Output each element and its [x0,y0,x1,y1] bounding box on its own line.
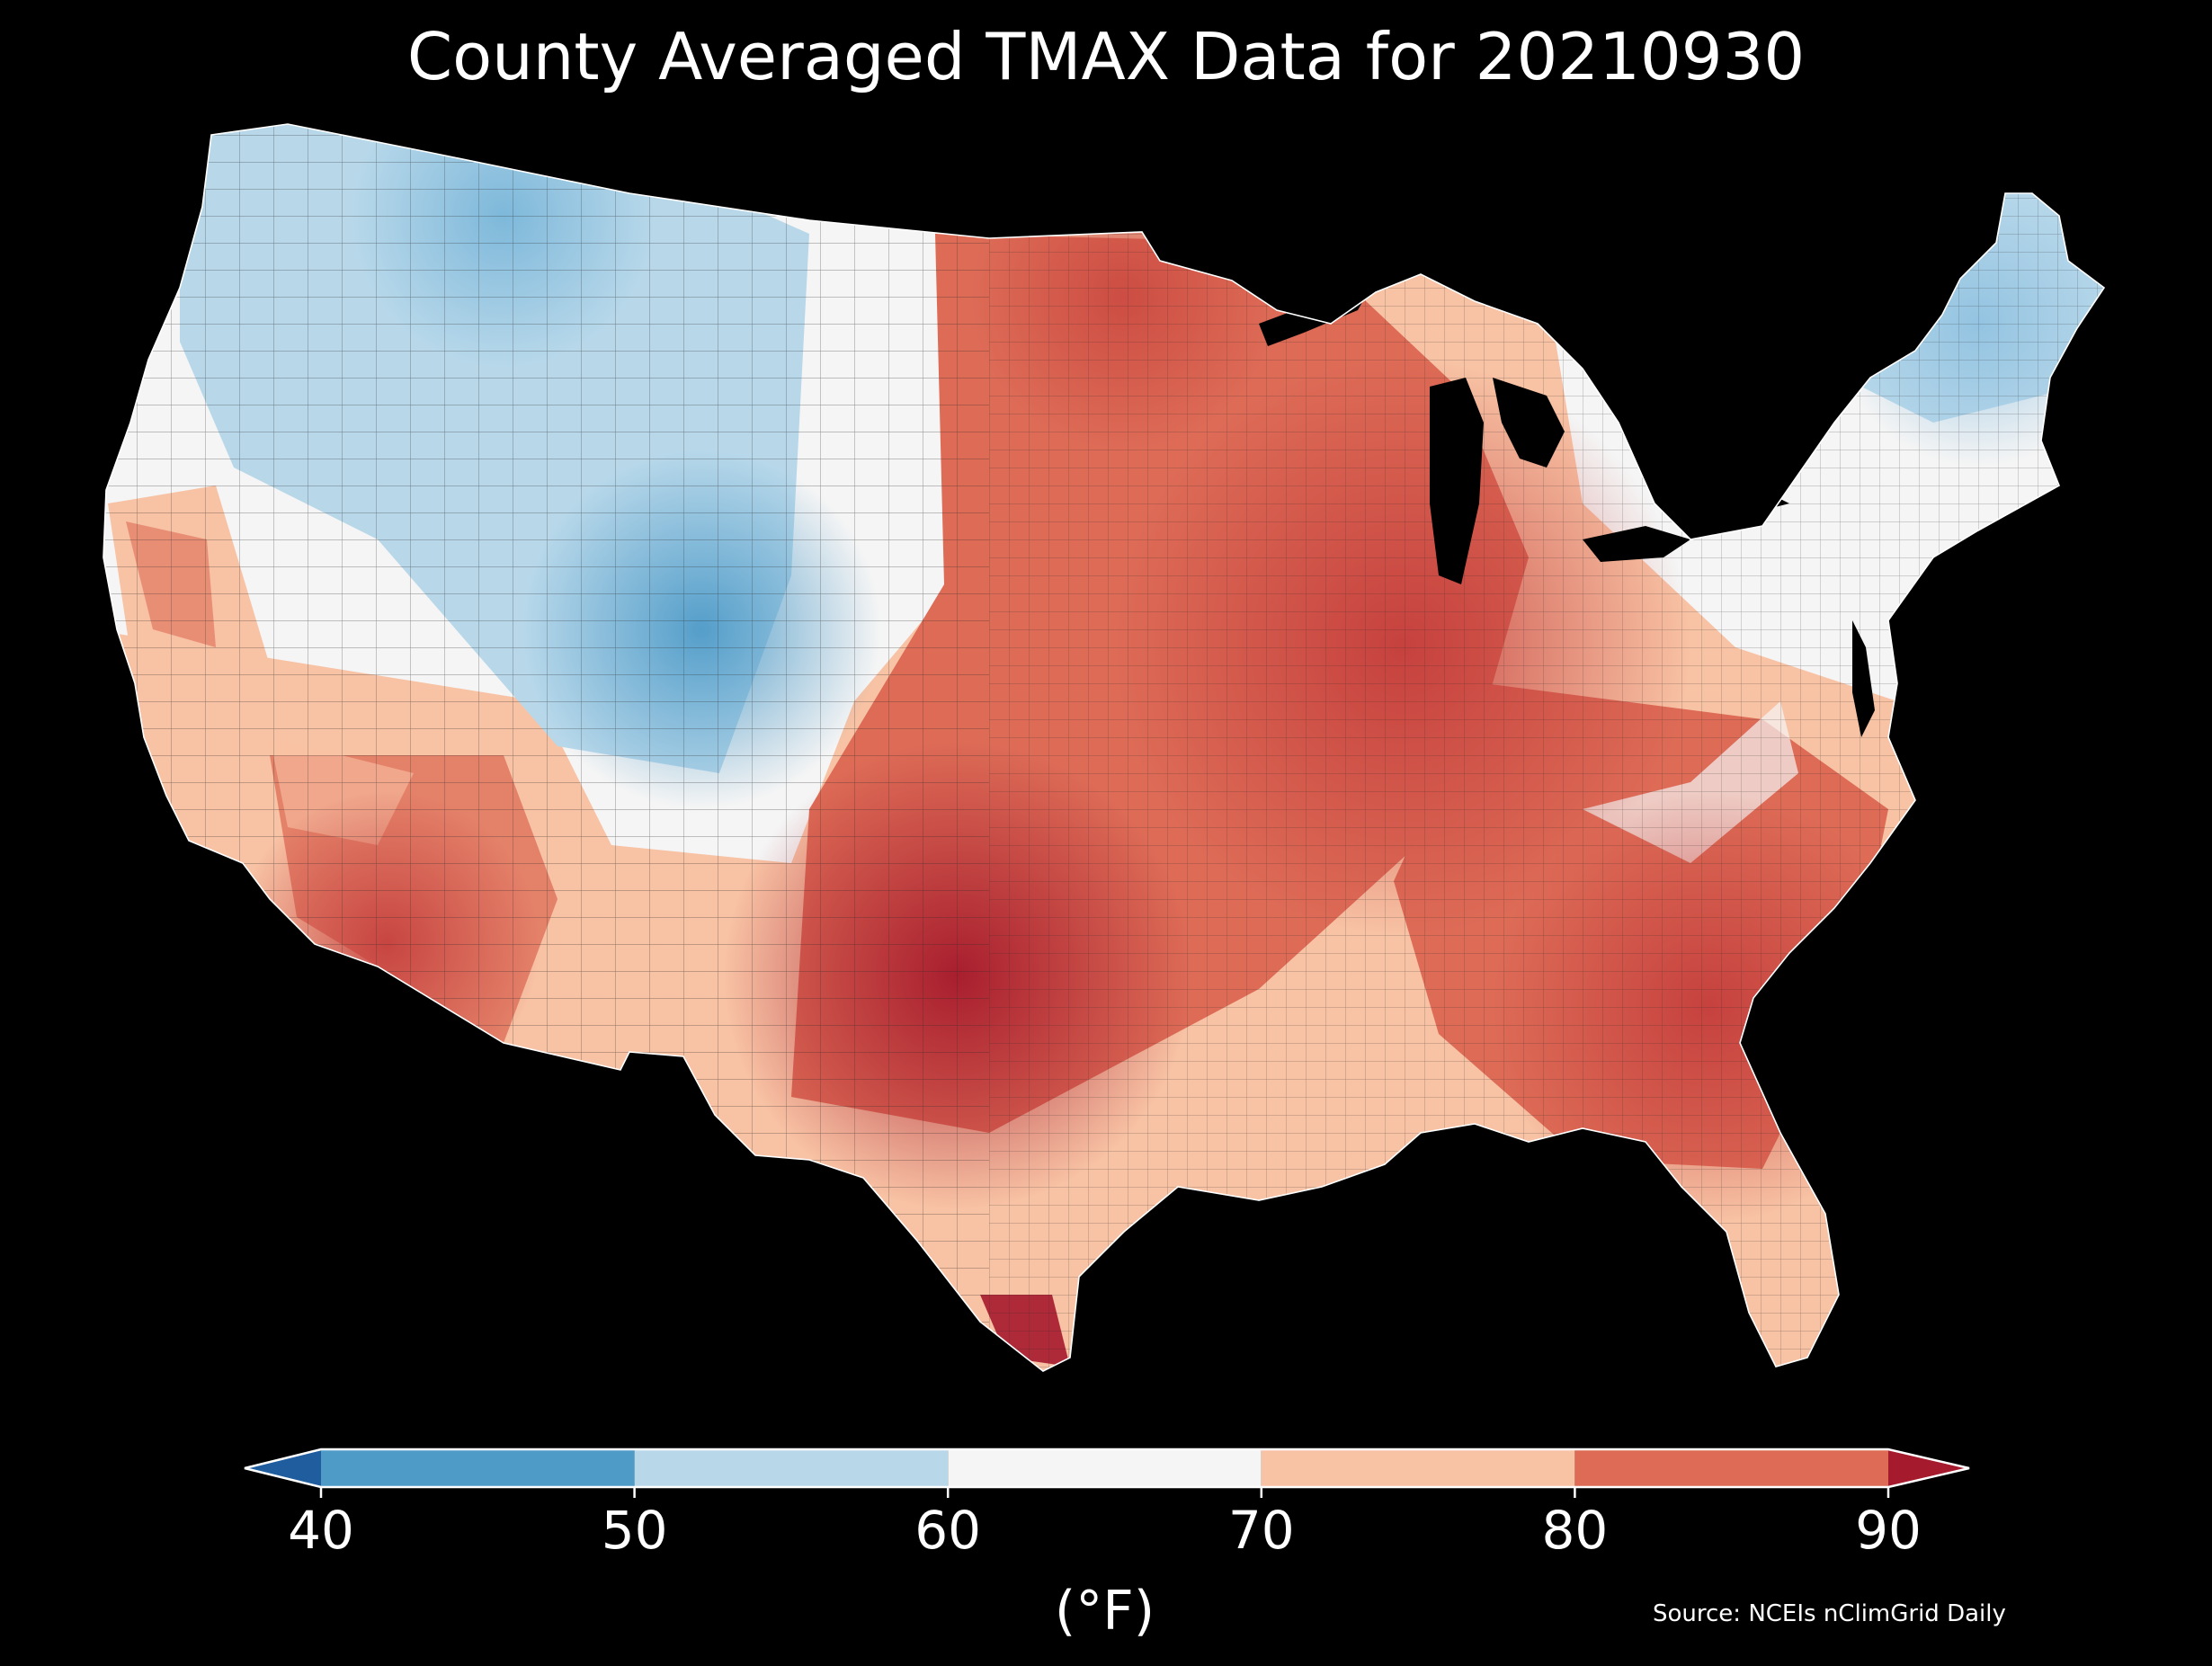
colorbar-tick-label: 50 [602,1500,668,1561]
colorbar-bin-50-60 [634,1449,949,1487]
colorbar-tick-label: 90 [1855,1500,1922,1561]
colorbar-bin-60-70 [948,1449,1262,1487]
colorbar-units-label: (°F) [1055,1580,1155,1643]
colorbar-tick-label: 60 [914,1500,981,1561]
colorbar-under-extension [245,1449,321,1487]
colorbar-bin-80-90 [1574,1449,1888,1487]
coastline [103,123,2106,1372]
great-lakes [1259,279,1875,737]
colorbar-over-extension [1888,1449,1969,1487]
colorbar-tick-label: 80 [1541,1500,1608,1561]
colorbar-tick-label: 40 [288,1500,354,1561]
colorbar-bin-40-50 [321,1449,635,1487]
source-credit: Source: NCEIs nClimGrid Daily [1653,1600,2006,1627]
map-title: County Averaged TMAX Data for 20210930 [406,19,1806,94]
colorbar-tick-label: 70 [1228,1500,1295,1561]
colorbar-bin-70-80 [1261,1449,1575,1487]
